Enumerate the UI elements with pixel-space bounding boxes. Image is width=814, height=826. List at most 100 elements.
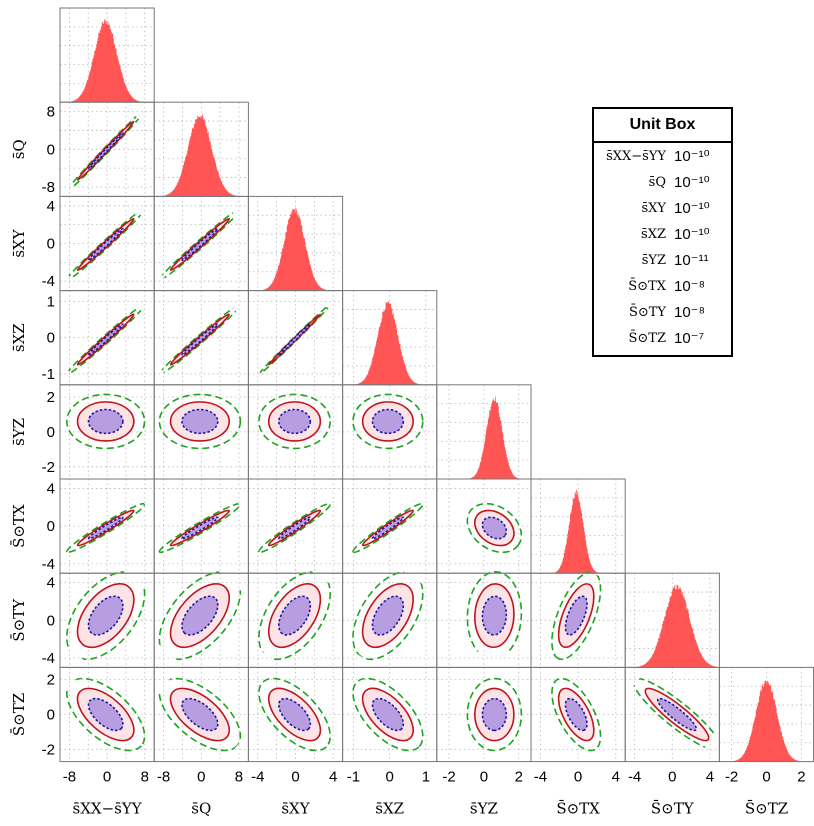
panel-3-3	[342, 290, 438, 386]
x-tick-label: 0	[762, 769, 770, 786]
contour-3sigma	[258, 502, 332, 554]
panel-7-7	[718, 666, 814, 763]
contour-1sigma	[564, 697, 588, 732]
unit-box-row: s̄Q 10⁻¹⁰	[594, 169, 731, 195]
contour-1sigma	[481, 697, 508, 732]
x-tick-label: 2	[515, 769, 523, 786]
unit-box-unit: 10⁻¹¹	[674, 252, 709, 269]
unit-box-unit: 10⁻⁸	[674, 304, 705, 321]
x-axis-label: S̄⊙TX	[556, 800, 600, 818]
x-axis-label: s̄XX−s̄YY	[73, 800, 143, 818]
histogram-3	[342, 300, 437, 385]
contour-1sigma	[181, 516, 219, 540]
contour-1sigma	[181, 227, 219, 261]
panel-7-0	[59, 666, 155, 763]
unit-box-unit: 10⁻¹⁰	[674, 200, 710, 217]
panel-4-4	[436, 384, 532, 480]
panel-7-4	[436, 666, 532, 763]
panel-2-1	[153, 195, 249, 292]
x-axis-label: s̄XZ	[375, 800, 404, 818]
y-tick-label: 4	[47, 480, 55, 497]
unit-box-title: Unit Box	[594, 109, 731, 143]
x-tick-label: -1	[347, 769, 360, 786]
unit-box-unit: 10⁻⁸	[674, 278, 705, 295]
y-tick-label: 0	[47, 424, 55, 441]
contour-3sigma	[466, 677, 523, 752]
unit-box-unit: 10⁻⁷	[674, 330, 705, 347]
contour-1sigma	[278, 697, 312, 732]
unit-box-row: S̄⊙TZ 10⁻⁷	[594, 325, 731, 351]
y-tick-label: -4	[42, 273, 55, 290]
panel-5-1	[153, 478, 249, 574]
panel-6-1	[153, 571, 249, 668]
unit-box-unit: 10⁻¹⁰	[674, 174, 710, 191]
x-tick-label: -2	[725, 769, 738, 786]
y-tick-label: 0	[47, 141, 55, 158]
x-tick-label: -4	[251, 769, 264, 786]
y-tick-label: -1	[42, 366, 55, 383]
contour-1sigma	[278, 516, 312, 540]
histogram-1	[154, 114, 249, 197]
panel-6-2	[247, 571, 344, 668]
unit-box-row: S̄⊙TY 10⁻⁸	[594, 299, 731, 325]
contour-3sigma	[158, 502, 242, 554]
contour-1sigma	[181, 595, 219, 636]
histogram-7	[719, 680, 814, 762]
y-tick-label: 0	[47, 236, 55, 253]
y-axis-label: s̄XY	[10, 228, 28, 257]
y-axis-label: S̄⊙TZ	[10, 693, 28, 736]
contour-1sigma	[278, 595, 312, 636]
x-axis-label: S̄⊙TY	[651, 800, 695, 818]
unit-box-unit: 10⁻¹⁰	[674, 148, 710, 165]
unit-box-param: S̄⊙TY	[628, 304, 666, 320]
panel-3-0	[59, 290, 155, 386]
y-axis-label: s̄XZ	[10, 323, 28, 352]
panel-7-1	[153, 666, 249, 763]
x-tick-label: 0	[480, 769, 488, 786]
x-tick-label: -4	[534, 769, 547, 786]
x-axis-label: S̄⊙TZ	[745, 800, 788, 818]
histogram-0	[60, 19, 155, 103]
contour-3sigma	[466, 502, 523, 554]
panel-4-1	[153, 384, 249, 480]
x-tick-label: 1	[422, 769, 430, 786]
panel-5-0	[59, 478, 155, 574]
contour-3sigma	[551, 677, 602, 752]
y-tick-label: 2	[47, 389, 55, 406]
panel-7-2	[247, 666, 344, 763]
panel-5-4	[436, 478, 532, 574]
y-tick-label: 0	[47, 612, 55, 629]
x-tick-label: 4	[706, 769, 714, 786]
unit-box-row: s̄XY 10⁻¹⁰	[594, 195, 731, 221]
contour-3sigma	[551, 571, 602, 661]
contour-1sigma	[87, 516, 124, 540]
panel-6-0	[59, 571, 155, 668]
x-axis-label: s̄Q	[191, 800, 211, 818]
unit-box-param: s̄XX−s̄YY	[606, 148, 666, 164]
x-tick-label: 2	[797, 769, 805, 786]
y-tick-label: 0	[47, 518, 55, 535]
x-axis-label: s̄XY	[281, 800, 310, 818]
unit-box-param: s̄YZ	[641, 252, 666, 268]
x-tick-label: 8	[141, 769, 149, 786]
y-tick-label: 8	[47, 104, 55, 121]
contour-3sigma	[352, 502, 424, 554]
contour-1sigma	[87, 132, 124, 170]
panel-6-5	[530, 571, 626, 668]
x-tick-label: -2	[442, 769, 455, 786]
unit-box-row: S̄⊙TX 10⁻⁸	[594, 273, 731, 299]
y-tick-label: 2	[47, 672, 55, 689]
contour-1sigma	[87, 227, 124, 261]
x-tick-label: 0	[291, 769, 299, 786]
y-tick-label: 0	[47, 330, 55, 347]
contour-1sigma	[87, 408, 124, 435]
x-tick-label: 4	[612, 769, 620, 786]
x-tick-label: -8	[157, 769, 170, 786]
unit-box-unit: 10⁻¹⁰	[674, 226, 710, 243]
x-tick-label: 0	[197, 769, 205, 786]
unit-box-param: s̄XZ	[641, 226, 666, 242]
panel-2-0	[59, 195, 155, 292]
x-tick-label: 8	[235, 769, 243, 786]
contour-3sigma	[352, 393, 424, 450]
y-tick-label: -4	[42, 650, 55, 667]
